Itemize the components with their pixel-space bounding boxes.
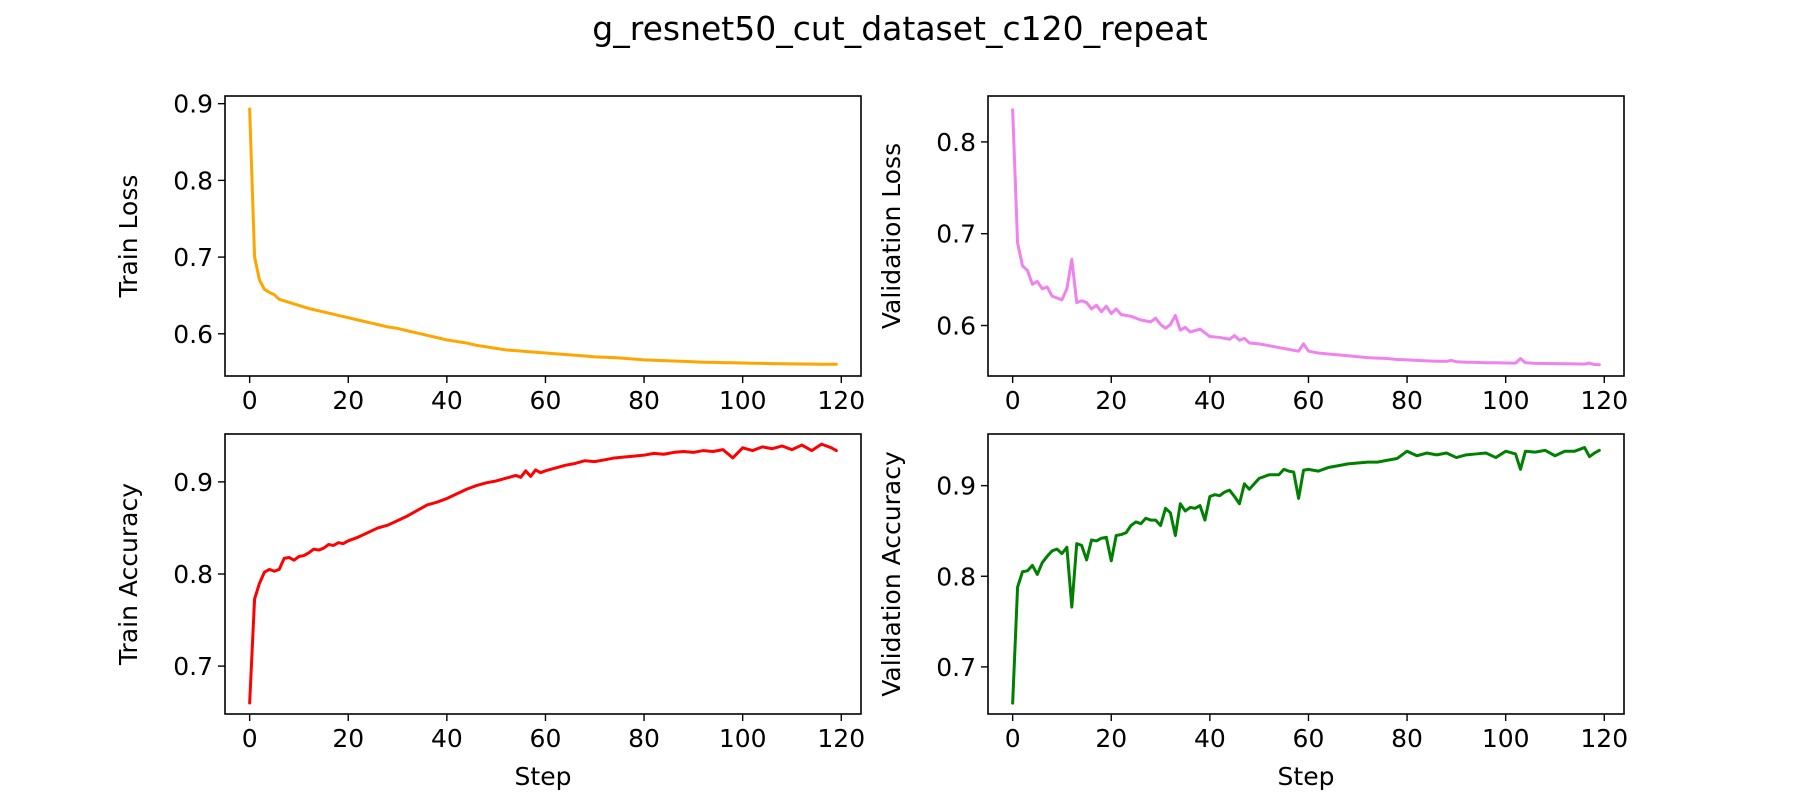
train-loss-xtick-label: 100: [719, 386, 767, 415]
validation-accuracy-ytick-label: 0.8: [936, 562, 976, 591]
validation-loss-ylabel: Validation Loss: [877, 143, 906, 329]
validation-loss-ytick-label: 0.7: [936, 220, 976, 249]
subplot-train-accuracy: 0 20 40 60 80 100 120 0.7 0.8 0.9 Train Accuracy St…: [114, 433, 865, 791]
subplots-grid: 0 20 40 60 80 100 120 0.6 0.7 0.8 0.9 Train Loss 0 20…: [114, 90, 1628, 791]
train-accuracy-xtick-label: 120: [817, 724, 865, 753]
validation-loss-xtick-label: 0: [1005, 386, 1021, 415]
train-accuracy-xtick-label: 80: [628, 724, 660, 753]
train-accuracy-xtick-label: 0: [242, 724, 258, 753]
train-accuracy-xtick-label: 20: [332, 724, 364, 753]
train-loss-xtick-label: 0: [242, 386, 258, 415]
validation-accuracy-xtick-label: 60: [1293, 724, 1325, 753]
validation-accuracy-xtick-label: 0: [1005, 724, 1021, 753]
subplot-validation-loss: 0 20 40 60 80 100 120 0.6 0.7 0.8 Validation Loss: [877, 95, 1628, 415]
validation-loss-ytick-label: 0.8: [936, 128, 976, 157]
train-loss-axes-frame: [224, 95, 862, 377]
train-loss-ytick-label: 0.7: [173, 243, 213, 272]
validation-loss-xtick-label: 60: [1293, 386, 1325, 415]
figure-title: g_resnet50_cut_dataset_c120_repeat: [592, 9, 1207, 48]
train-loss-xtick-label: 120: [817, 386, 865, 415]
validation-accuracy-xtick-label: 20: [1095, 724, 1127, 753]
validation-loss-xtick-label: 20: [1095, 386, 1127, 415]
train-accuracy-ytick-label: 0.7: [173, 652, 213, 681]
validation-loss-xtick-label: 120: [1580, 386, 1628, 415]
validation-loss-xtick-label: 100: [1482, 386, 1530, 415]
subplot-train-loss: 0 20 40 60 80 100 120 0.6 0.7 0.8 0.9 Train Loss: [114, 90, 865, 415]
validation-accuracy-ylabel: Validation Accuracy: [877, 451, 906, 697]
train-loss-xtick-label: 80: [628, 386, 660, 415]
train-loss-ytick-label: 0.9: [173, 90, 213, 119]
validation-loss-axes-frame: [987, 95, 1625, 377]
train-accuracy-ytick-label: 0.9: [173, 468, 213, 497]
train-accuracy-xtick-label: 40: [431, 724, 463, 753]
validation-accuracy-xlabel: Step: [1278, 762, 1335, 791]
validation-accuracy-ytick-label: 0.7: [936, 653, 976, 682]
train-accuracy-ylabel: Train Accuracy: [114, 483, 143, 666]
train-accuracy-ytick-label: 0.8: [173, 560, 213, 589]
validation-accuracy-xtick-label: 40: [1194, 724, 1226, 753]
train-loss-ytick-label: 0.6: [173, 320, 213, 349]
validation-accuracy-xtick-label: 80: [1391, 724, 1423, 753]
validation-accuracy-series-line: [1011, 446, 1601, 705]
validation-loss-series-line: [1011, 108, 1601, 367]
train-accuracy-xtick-label: 60: [530, 724, 562, 753]
train-accuracy-series-line: [248, 442, 838, 705]
train-loss-xtick-label: 40: [431, 386, 463, 415]
train-loss-ytick-label: 0.8: [173, 166, 213, 195]
train-accuracy-axes-frame: [224, 433, 862, 715]
validation-accuracy-xtick-label: 100: [1482, 724, 1530, 753]
validation-accuracy-ytick-label: 0.9: [936, 472, 976, 501]
train-accuracy-xtick-label: 100: [719, 724, 767, 753]
train-loss-xtick-label: 60: [530, 386, 562, 415]
validation-accuracy-xtick-label: 120: [1580, 724, 1628, 753]
validation-loss-xtick-label: 40: [1194, 386, 1226, 415]
validation-loss-xtick-label: 80: [1391, 386, 1423, 415]
train-loss-xtick-label: 20: [332, 386, 364, 415]
validation-accuracy-axes-frame: [987, 433, 1625, 715]
train-loss-series-line: [248, 107, 838, 366]
subplot-validation-accuracy: 0 20 40 60 80 100 120 0.7 0.8 0.9 Validation Accur…: [877, 433, 1628, 791]
validation-loss-ytick-label: 0.6: [936, 312, 976, 341]
train-accuracy-xlabel: Step: [515, 762, 572, 791]
train-loss-ylabel: Train Loss: [114, 175, 143, 299]
